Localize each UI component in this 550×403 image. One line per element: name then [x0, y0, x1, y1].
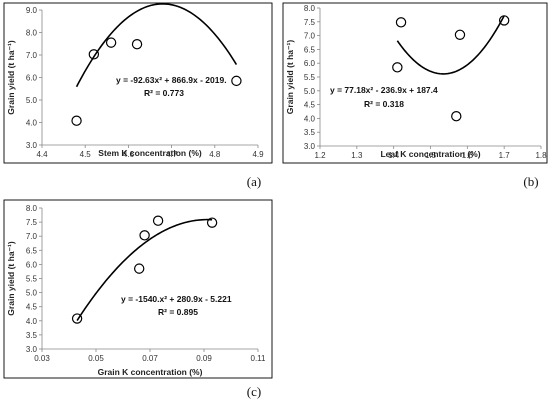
- regression-equation: y = 77.18x² - 236.9x + 187.4: [330, 85, 438, 95]
- chart-frame: [282, 2, 548, 164]
- x-tick-label: 1.2: [314, 151, 326, 160]
- regression-equation: y = -92.63x² + 866.9x - 2019.: [116, 75, 227, 85]
- data-point: [152, 215, 164, 226]
- x-tick-label: 4.6: [123, 150, 135, 159]
- x-tick-label: 1.6: [462, 151, 474, 160]
- x-axis-title: Leaf K concentration (%): [380, 149, 480, 159]
- y-tick-label: 6.0: [26, 74, 38, 83]
- y-tick-label: 5.5: [26, 275, 38, 284]
- data-point: [454, 29, 466, 40]
- panel-label: (c): [247, 384, 261, 399]
- chart-panel-a: 4.4 4.5 4.6 4.7 4.8 4.9 3.0 4.0 5.0 6.0 7.0 8.0 9.0 S…: [3, 2, 273, 189]
- data-point: [131, 39, 143, 50]
- data-point: [71, 115, 82, 126]
- y-tick-label: 8.0: [304, 4, 316, 13]
- data-point: [392, 62, 403, 73]
- x-tick-label: 1.3: [351, 151, 363, 160]
- y-tick-label: 5.0: [26, 289, 38, 298]
- chart-panel-b: 1.2 1.3 1.4 1.5 1.6 1.7 1.8 3.0 3.5 4.0 4.5 5.0 5.5 6…: [282, 2, 548, 189]
- x-tick-label: 0.11: [251, 354, 267, 363]
- x-axis-title: Grain K concentration (%): [98, 367, 203, 377]
- x-axis-title: Stem K concentration (%): [98, 148, 202, 158]
- regression-equation: y = -1540.x² + 280.9x - 5.221: [121, 294, 232, 304]
- y-tick-label: 6.0: [26, 260, 38, 269]
- y-tick-label: 7.5: [26, 218, 38, 227]
- x-tick-label: 0.03: [34, 354, 50, 363]
- chart-frame: [3, 2, 273, 164]
- y-tick-label: 9.0: [26, 6, 38, 15]
- x-tick-label: 1.5: [425, 151, 437, 160]
- x-tick-label: 4.7: [166, 150, 178, 159]
- y-tick-label: 3.0: [304, 142, 316, 151]
- panel-label: (a): [247, 174, 261, 189]
- y-tick-label: 3.5: [304, 128, 316, 137]
- y-tick-label: 8.0: [26, 29, 38, 38]
- panel-label: (b): [523, 174, 538, 189]
- y-tick-label: 4.0: [304, 114, 316, 123]
- y-tick-label: 3.5: [26, 331, 38, 340]
- x-tick-label: 4.8: [209, 150, 221, 159]
- x-tick-label: 4.5: [80, 150, 92, 159]
- x-tick-label: 4.9: [252, 150, 264, 159]
- data-point: [498, 15, 510, 26]
- y-tick-label: 5.0: [304, 87, 316, 96]
- y-tick-label: 8.0: [26, 204, 38, 213]
- data-point: [88, 49, 100, 60]
- y-axis-title: Grain yield (t ha⁻¹): [6, 40, 16, 115]
- y-tick-label: 4.0: [26, 119, 38, 128]
- x-tick-label: 0.05: [88, 354, 104, 363]
- y-axis-title: Grain yield (t ha⁻¹): [6, 241, 16, 316]
- y-tick-label: 6.0: [304, 59, 316, 68]
- data-point: [105, 37, 117, 48]
- data-point: [206, 217, 218, 228]
- y-tick-label: 7.0: [26, 51, 38, 60]
- x-tick-label: 1.4: [388, 151, 400, 160]
- data-point: [139, 230, 150, 241]
- data-point: [71, 313, 83, 324]
- y-tick-label: 5.5: [304, 73, 316, 82]
- trend-curve: [75, 3, 238, 88]
- y-tick-label: 3.0: [26, 141, 38, 150]
- x-tick-label: 1.8: [535, 151, 547, 160]
- y-axis-title: Grain yield (t ha⁻¹): [285, 40, 295, 115]
- y-tick-label: 3.0: [26, 345, 38, 354]
- data-point: [451, 110, 462, 122]
- data-point: [395, 17, 407, 28]
- r-squared-label: R² = 0.318: [364, 99, 404, 109]
- x-tick-label: 4.4: [36, 150, 48, 159]
- x-tick-label: 0.09: [196, 354, 212, 363]
- data-point: [231, 75, 242, 87]
- chart-panel-c: 0.03 0.05 0.07 0.09 0.11 3.0 3.5 4.0 4.5 5.0 5.5 6.…: [3, 199, 273, 399]
- y-tick-label: 7.0: [304, 32, 316, 41]
- y-tick-label: 4.0: [26, 317, 38, 326]
- y-tick-label: 6.5: [304, 45, 316, 54]
- trend-curve: [76, 218, 213, 321]
- y-tick-label: 6.5: [26, 246, 38, 255]
- chart-frame: [3, 199, 273, 379]
- y-tick-label: 5.0: [26, 96, 38, 105]
- y-tick-label: 4.5: [304, 101, 316, 110]
- x-tick-label: 0.07: [142, 354, 158, 363]
- x-tick-label: 1.7: [499, 151, 511, 160]
- trend-curve: [396, 15, 505, 75]
- y-tick-label: 7.5: [304, 18, 316, 27]
- y-tick-label: 4.5: [26, 303, 38, 312]
- r-squared-label: R² = 0.773: [144, 88, 184, 98]
- y-tick-label: 7.0: [26, 232, 38, 241]
- data-point: [133, 263, 145, 274]
- r-squared-label: R² = 0.895: [158, 307, 198, 317]
